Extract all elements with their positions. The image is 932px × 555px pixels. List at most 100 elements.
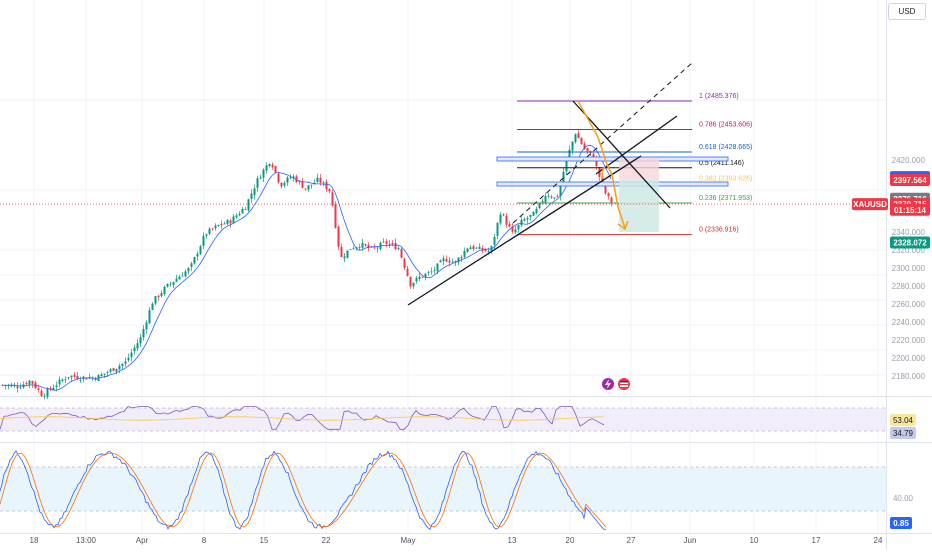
candle-body: [382, 241, 385, 243]
candle: [256, 175, 259, 192]
lightning-icon[interactable]: [602, 378, 614, 390]
candle-body: [526, 218, 529, 220]
price-tag-label: 2328.072: [893, 239, 927, 248]
candle: [496, 222, 499, 240]
candle-body: [394, 242, 397, 250]
candle: [328, 188, 331, 194]
candle-body: [553, 197, 556, 199]
candle: [574, 133, 577, 144]
candle-body: [430, 271, 433, 273]
candle-body: [457, 257, 460, 263]
main-pane[interactable]: [0, 0, 886, 396]
time-axis-label: Apr: [136, 536, 149, 545]
time-axis-label: 10: [750, 536, 759, 545]
candle: [529, 214, 532, 221]
candle: [217, 224, 220, 227]
stop-loss-zone[interactable]: [619, 158, 659, 180]
candle: [286, 176, 289, 186]
time-axis-label: Jun: [684, 536, 697, 545]
candle-body: [205, 234, 208, 236]
price-axis-label: 2180.000: [892, 372, 926, 381]
candle: [178, 274, 181, 280]
candle: [232, 213, 235, 224]
candle: [166, 283, 169, 288]
candle-body: [124, 361, 127, 364]
candle-body: [220, 223, 223, 226]
fib-retracement[interactable]: 1 (2485.376) 0.786 (2453.606) 0.618 (2428.…: [496, 93, 752, 236]
candle-body: [586, 147, 589, 152]
trendline-dashed[interactable]: [512, 62, 693, 224]
rsi-value-label: 53.04: [893, 416, 914, 425]
price-tag[interactable]: [890, 173, 930, 186]
currency-button[interactable]: USD: [888, 3, 926, 20]
price-tag[interactable]: [890, 236, 930, 249]
time-axis-label: 27: [627, 536, 636, 545]
candle-body: [247, 199, 250, 211]
candle-body: [253, 188, 256, 196]
candle-body: [451, 261, 454, 263]
drawings[interactable]: [407, 62, 693, 306]
candle-body: [49, 388, 52, 390]
candle: [433, 266, 436, 274]
candle-body: [541, 201, 544, 203]
stoch-band: [0, 467, 886, 511]
projection-arrow[interactable]: [577, 100, 626, 229]
candle: [238, 211, 241, 217]
candle-body: [364, 244, 367, 246]
stoch-value-tag[interactable]: [890, 517, 912, 529]
candle-body: [46, 388, 49, 397]
candle: [343, 253, 346, 263]
time-axis-label: 13: [508, 536, 517, 545]
trendline[interactable]: [407, 155, 642, 306]
candle: [460, 255, 463, 263]
candle: [541, 198, 544, 205]
candle-body: [292, 176, 295, 178]
candle-body: [58, 379, 61, 385]
candle: [175, 274, 178, 283]
zone-box[interactable]: [496, 181, 729, 187]
candle-body: [172, 281, 175, 285]
candle-body: [463, 250, 466, 257]
candle: [265, 162, 268, 174]
candle: [244, 206, 247, 210]
trendline[interactable]: [595, 115, 678, 175]
take-profit-zone[interactable]: [619, 180, 659, 232]
price-axis-label: 2320.000: [892, 246, 926, 255]
candle-body: [211, 228, 214, 230]
candle-body: [295, 176, 298, 182]
zone-box[interactable]: [496, 156, 729, 162]
candle-body: [310, 184, 313, 186]
candle: [508, 220, 511, 228]
stoch-k-line: [0, 450, 606, 530]
candle: [466, 248, 469, 253]
rsi-value-tag[interactable]: [890, 414, 916, 426]
flag-icon[interactable]: [618, 378, 630, 390]
candle-body: [409, 276, 412, 287]
candle-body: [532, 211, 535, 216]
candle: [67, 377, 70, 380]
price-axis-label: 2240.000: [892, 318, 926, 327]
symbol-tag[interactable]: [852, 198, 888, 211]
candle: [376, 246, 379, 253]
candle: [349, 248, 352, 250]
candle: [517, 224, 520, 233]
time-axis[interactable]: 18 13:00 Apr 8 15 22 May 13 20 27 Jun 10 17 24: [30, 536, 883, 545]
candle: [49, 386, 52, 392]
candle-body: [334, 204, 337, 228]
trendline[interactable]: [572, 100, 671, 209]
candle-body: [595, 159, 598, 166]
rsi-line: [0, 406, 605, 430]
rsi-value-tag[interactable]: [890, 427, 916, 439]
candle-body: [424, 273, 427, 277]
rsi-band: [0, 408, 886, 431]
candle-body: [241, 209, 244, 214]
time-axis-label: 20: [566, 536, 575, 545]
candle-body: [550, 196, 553, 198]
price-axis[interactable]: 2420.0002380.0002340.0002320.0002300.000…: [0, 156, 930, 529]
candle: [199, 244, 202, 255]
candle: [586, 147, 589, 155]
price-tag[interactable]: [890, 203, 930, 216]
candle-body: [358, 246, 361, 248]
candle: [211, 227, 214, 231]
